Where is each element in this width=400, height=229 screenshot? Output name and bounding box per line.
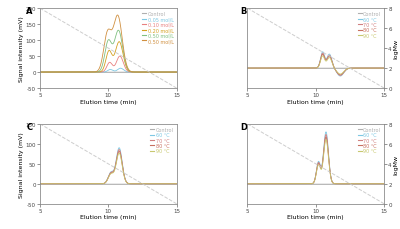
Text: B: B	[241, 7, 247, 16]
X-axis label: Elution time (min): Elution time (min)	[288, 99, 344, 104]
X-axis label: Elution time (min): Elution time (min)	[80, 214, 136, 219]
Text: D: D	[241, 122, 248, 131]
Y-axis label: Signal intensity (mV): Signal intensity (mV)	[19, 16, 24, 82]
Y-axis label: Signal intensity (mV): Signal intensity (mV)	[19, 131, 24, 197]
Text: A: A	[26, 7, 33, 16]
Y-axis label: logMw: logMw	[393, 39, 398, 59]
Text: C: C	[26, 122, 32, 131]
X-axis label: Elution time (min): Elution time (min)	[288, 214, 344, 219]
Legend: Control, 0.05 mol/L, 0.10 mol/L, 0.20 mol/L, 0.50 mol/L, 0.50 mol/L: Control, 0.05 mol/L, 0.10 mol/L, 0.20 mo…	[142, 12, 174, 44]
Legend: Control, 60 °C, 70 °C, 80 °C, 90 °C: Control, 60 °C, 70 °C, 80 °C, 90 °C	[150, 127, 174, 154]
Legend: Control, 60 °C, 70 °C, 80 °C, 90 °C: Control, 60 °C, 70 °C, 80 °C, 90 °C	[357, 127, 382, 154]
X-axis label: Elution time (min): Elution time (min)	[80, 99, 136, 104]
Y-axis label: logMw: logMw	[393, 154, 398, 174]
Legend: Control, 60 °C, 70 °C, 80 °C, 90 °C: Control, 60 °C, 70 °C, 80 °C, 90 °C	[357, 12, 382, 39]
